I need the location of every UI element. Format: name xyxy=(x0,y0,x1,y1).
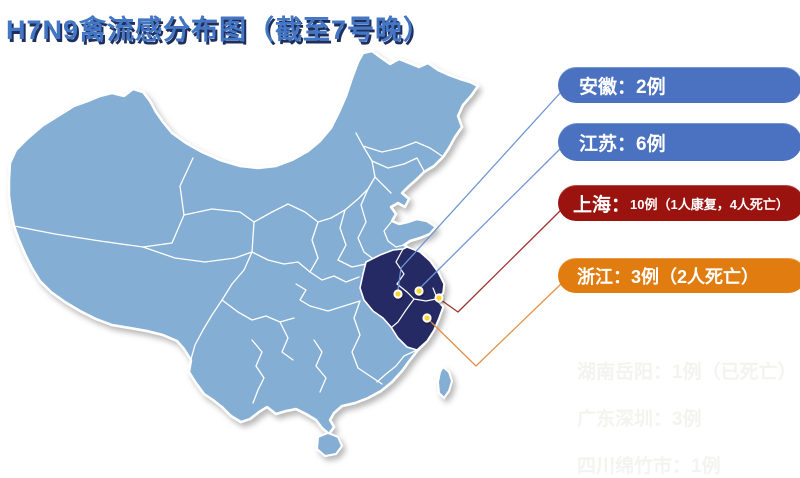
province-borders xyxy=(13,132,443,404)
connector-anhui xyxy=(397,91,562,291)
callout-anhui: 安徽： 2例 xyxy=(558,67,800,103)
marker-shanghai-icon xyxy=(434,293,444,303)
page-title: H7N9禽流感分布图（截至7号晚） xyxy=(6,15,432,45)
callout-jiangsu-detail: 6例 xyxy=(636,133,666,155)
callout-jiangsu: 江苏： 6例 xyxy=(558,123,800,161)
callout-jiangsu-label: 江苏： xyxy=(579,133,637,155)
ghost-note-guangdong: 广东深圳：3例 xyxy=(577,409,702,430)
marker-anhui-icon xyxy=(393,289,403,299)
callout-zhejiang-label: 浙江： xyxy=(577,266,631,287)
callout-zhejiang: 浙江： 3例（2人死亡） xyxy=(558,258,800,293)
marker-zhejiang-icon xyxy=(422,313,432,323)
taiwan-island xyxy=(436,365,454,400)
marker-jiangsu-icon xyxy=(414,286,424,296)
ghost-note-sichuan: 四川绵竹市：1例 xyxy=(577,456,721,477)
callout-shanghai-label: 上海： xyxy=(573,194,631,216)
connector-jiangsu xyxy=(419,147,562,289)
callout-anhui-label: 安徽： xyxy=(579,76,637,98)
callout-shanghai: 上海： 10例（1人康复，4人死亡） xyxy=(558,185,800,221)
connector-zhejiang xyxy=(428,281,564,367)
china-mainland xyxy=(7,49,480,436)
connector-shanghai xyxy=(440,209,562,313)
callout-anhui-detail: 2例 xyxy=(636,76,666,98)
hainan-island xyxy=(315,431,344,458)
ghost-note-hunan: 湖南岳阳：1例（已死亡） xyxy=(577,362,797,383)
callout-shanghai-detail: 10例（1人康复，4人死亡） xyxy=(630,196,789,212)
callout-zhejiang-detail: 3例（2人死亡） xyxy=(631,266,760,287)
